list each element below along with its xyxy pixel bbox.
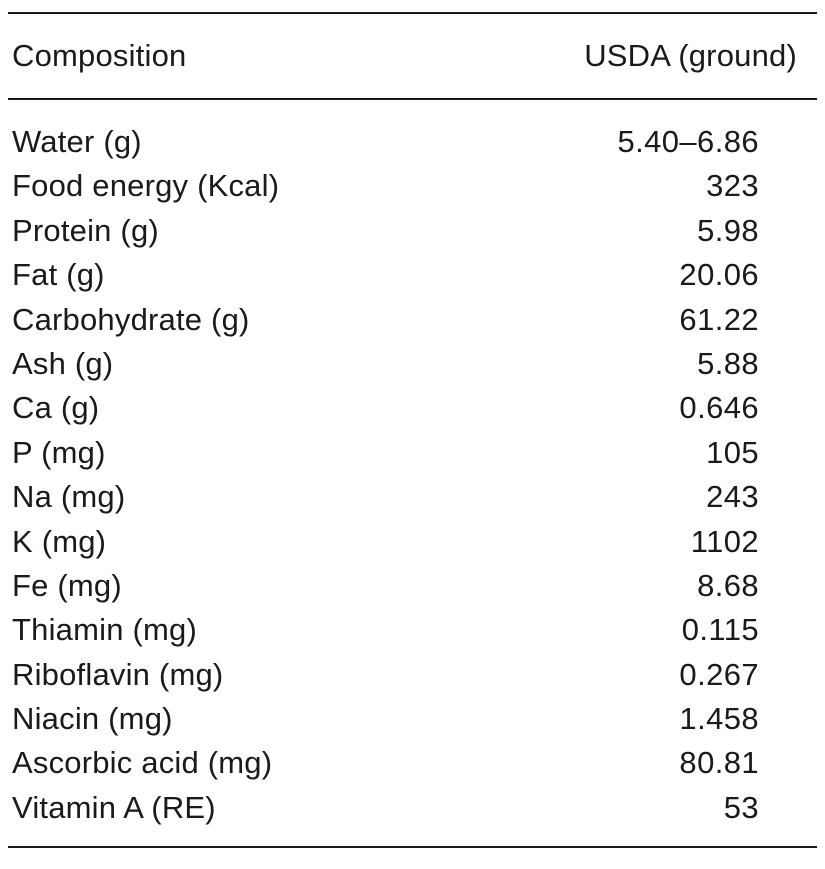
table-row: Ca (g) 0.646 [8, 384, 817, 428]
row-value: 0.115 [681, 612, 759, 648]
table-body: Water (g) 5.40–6.86 Food energy (Kcal) 3… [8, 100, 817, 828]
row-value: 61.22 [679, 301, 759, 337]
row-label: Niacin (mg) [12, 701, 173, 737]
row-label: Carbohydrate (g) [12, 301, 250, 337]
composition-table: Composition USDA (ground) Water (g) 5.40… [8, 12, 817, 849]
table-row: Vitamin A (RE) 53 [8, 784, 817, 828]
table-header-rule [8, 98, 817, 100]
row-label: Protein (g) [12, 212, 159, 248]
row-value: 8.68 [697, 567, 759, 603]
row-label: Vitamin A (RE) [12, 789, 216, 825]
header-usda-ground: USDA (ground) [584, 38, 797, 73]
table-header-row: Composition USDA (ground) [8, 14, 817, 98]
table-row: Fat (g) 20.06 [8, 251, 817, 295]
row-label: Na (mg) [12, 479, 126, 515]
table-row: Fe (mg) 8.68 [8, 562, 817, 606]
row-value: 323 [706, 168, 759, 204]
row-label: Thiamin (mg) [12, 612, 197, 648]
row-label: Ascorbic acid (mg) [12, 745, 273, 781]
row-value: 0.267 [679, 656, 759, 692]
table-row: Protein (g) 5.98 [8, 207, 817, 251]
row-value: 5.40–6.86 [617, 124, 759, 159]
row-label: P (mg) [12, 434, 106, 470]
row-value: 5.98 [697, 212, 759, 248]
row-value: 1.458 [679, 701, 759, 737]
row-value: 5.88 [697, 345, 759, 381]
row-label: Fat (g) [12, 257, 105, 293]
row-label: K (mg) [12, 523, 107, 559]
row-value: 53 [723, 789, 759, 825]
table-row: Thiamin (mg) 0.115 [8, 606, 817, 650]
row-label: Water (g) [12, 124, 142, 159]
table-row: Niacin (mg) 1.458 [8, 695, 817, 739]
table-row: Water (g) 5.40–6.86 [8, 118, 817, 162]
row-label: Ca (g) [12, 390, 100, 426]
table-row: Carbohydrate (g) 61.22 [8, 296, 817, 340]
row-label: Riboflavin (mg) [12, 656, 224, 692]
table-row: Food energy (Kcal) 323 [8, 162, 817, 206]
table-row: Riboflavin (mg) 0.267 [8, 651, 817, 695]
table-row: P (mg) 105 [8, 429, 817, 473]
table-bottom-rule [8, 846, 817, 849]
table-top-rule [8, 12, 817, 14]
row-value: 80.81 [679, 745, 759, 781]
table-row: Ascorbic acid (mg) 80.81 [8, 739, 817, 783]
row-label: Food energy (Kcal) [12, 168, 280, 204]
row-value: 20.06 [679, 257, 759, 293]
table-row: Ash (g) 5.88 [8, 340, 817, 384]
row-value: 1102 [690, 523, 759, 559]
table-row: K (mg) 1102 [8, 518, 817, 562]
row-label: Fe (mg) [12, 567, 122, 603]
row-value: 0.646 [679, 390, 759, 426]
table-row: Na (mg) 243 [8, 473, 817, 517]
header-composition: Composition [12, 38, 187, 73]
row-label: Ash (g) [12, 345, 114, 381]
row-value: 105 [706, 434, 759, 470]
row-value: 243 [706, 479, 759, 515]
